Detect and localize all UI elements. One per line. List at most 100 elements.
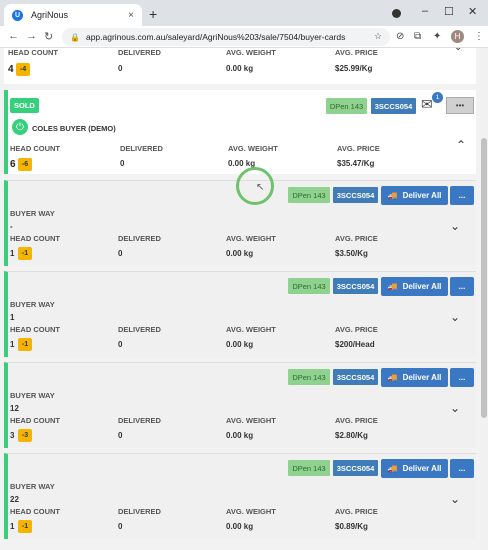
sale-code-tag: 3SCCS054 — [333, 278, 378, 294]
buyer-way-value: 22 — [10, 495, 19, 504]
lock-icon: 🔒 — [70, 32, 80, 42]
buyer-way-card: DPen 143 3SCCS054 🚚 Deliver All ... BUYER… — [4, 271, 476, 357]
browser-tab-bar: U AgriNous × + – ☐ ✕ — [0, 0, 488, 26]
avg-weight-value: 0.00 kg — [228, 159, 256, 168]
more-options-button[interactable]: ... — [450, 277, 474, 296]
bookmark-star-icon[interactable]: ☆ — [374, 31, 383, 41]
buyer-way-card: DPen 143 3SCCS054 🚚 Deliver All ... BUYER… — [4, 180, 476, 266]
delivered-value: 0 — [118, 431, 123, 440]
deliver-all-label: Deliver All — [402, 464, 442, 473]
more-options-button[interactable]: ••• — [446, 97, 474, 114]
buyer-way-value: 12 — [10, 404, 19, 413]
mouse-cursor-icon: ↖ — [256, 182, 265, 193]
scrollbar-thumb[interactable] — [481, 138, 487, 418]
extension-blocked-icon[interactable]: ⊘ — [396, 31, 405, 42]
head-count-label: HEAD COUNT — [8, 48, 58, 57]
browser-toolbar: ← → ↻ 🔒 app.agrinous.com.au/saleyard/Agr… — [0, 26, 488, 48]
tab-close-icon[interactable]: × — [128, 9, 134, 21]
avg-weight-label: AVG. WEIGHT — [226, 416, 276, 425]
buyer-way-label: BUYER WAY — [10, 209, 55, 218]
deliver-all-button[interactable]: 🚚 Deliver All — [381, 277, 448, 296]
truck-icon: 🚚 — [387, 282, 398, 291]
more-options-button[interactable]: ... — [450, 459, 474, 478]
more-options-button[interactable]: ... — [450, 368, 474, 387]
more-options-button[interactable]: ... — [450, 186, 474, 205]
avg-price-label: AVG. PRICE — [337, 144, 380, 153]
extensions-puzzle-icon[interactable]: ✦ — [433, 31, 442, 42]
deliver-all-button[interactable]: 🚚 Deliver All — [381, 459, 448, 478]
delivered-value: 0 — [118, 522, 123, 531]
avg-price-value: $0.89/Kg — [335, 522, 368, 531]
buyer-way-label: BUYER WAY — [10, 300, 55, 309]
head-count-badge: -4 — [16, 63, 30, 76]
chevron-down-icon[interactable]: ⌄ — [450, 310, 461, 324]
deliver-all-button[interactable]: 🚚 Deliver All — [381, 186, 448, 205]
head-count-value: 1 — [10, 249, 15, 258]
delivered-label: DELIVERED — [118, 234, 161, 243]
sale-code-tag: 3SCCS054 — [371, 98, 416, 114]
buyer-card: SOLD DPen 143 3SCCS054 ✉ 1 ••• ⏻ COLES B… — [4, 90, 476, 174]
delivered-label: DELIVERED — [120, 144, 163, 153]
buyer-way-label: BUYER WAY — [10, 482, 55, 491]
head-count-label: HEAD COUNT — [10, 416, 60, 425]
head-count-badge: -1 — [18, 338, 32, 351]
new-tab-icon[interactable]: + — [149, 6, 158, 22]
avg-price-label: AVG. PRICE — [335, 325, 378, 334]
pen-tag: DPen 143 — [326, 98, 367, 114]
avg-weight-label: AVG. WEIGHT — [226, 234, 276, 243]
browser-menu-icon[interactable]: ⋮ — [474, 31, 484, 42]
chevron-down-icon[interactable]: ⌄ — [450, 219, 461, 233]
deliver-all-button[interactable]: 🚚 Deliver All — [381, 368, 448, 387]
avg-price-value: $35.47/Kg — [337, 159, 375, 168]
minimize-icon[interactable]: – — [422, 5, 429, 17]
close-window-icon[interactable]: ✕ — [468, 6, 478, 18]
buyer-name: COLES BUYER (DEMO) — [32, 124, 116, 133]
chevron-up-icon[interactable]: ⌃ — [456, 138, 467, 152]
forward-icon[interactable]: → — [26, 30, 37, 42]
delivered-value: 0 — [118, 340, 123, 349]
url-text: app.agrinous.com.au/saleyard/AgriNous%20… — [85, 32, 346, 42]
head-count-badge: -3 — [18, 429, 32, 442]
buyer-way-card: DPen 143 3SCCS054 🚚 Deliver All ... BUYER… — [4, 362, 476, 448]
buyer-way-label: BUYER WAY — [10, 391, 55, 400]
back-icon[interactable]: ← — [8, 30, 19, 42]
page-scrollbar[interactable] — [480, 48, 488, 550]
pen-tag: DPen 143 — [288, 369, 330, 385]
truck-icon: 🚚 — [387, 191, 398, 200]
profile-menu-icon[interactable] — [392, 9, 401, 18]
avg-price-label: AVG. PRICE — [335, 507, 378, 516]
delivered-value: 0 — [118, 64, 123, 73]
avg-weight-value: 0.00 kg — [226, 249, 254, 258]
tab-title: AgriNous — [31, 10, 69, 20]
delivered-value: 0 — [120, 159, 125, 168]
head-count-badge: -1 — [18, 520, 32, 533]
maximize-icon[interactable]: ☐ — [444, 6, 454, 18]
sale-code-tag: 3SCCS054 — [333, 460, 378, 476]
sale-code-tag: 3SCCS054 — [333, 369, 378, 385]
chevron-down-icon[interactable]: ⌄ — [450, 401, 461, 415]
avg-weight-label: AVG. WEIGHT — [226, 48, 276, 57]
pen-tag: DPen 143 — [288, 278, 330, 294]
profile-avatar[interactable]: H — [451, 30, 464, 43]
delivered-label: DELIVERED — [118, 325, 161, 334]
cursor-highlight — [236, 167, 274, 205]
avg-weight-value: 0.00 kg — [226, 64, 254, 73]
avg-weight-label: AVG. WEIGHT — [228, 144, 278, 153]
avg-weight-value: 0.00 kg — [226, 522, 254, 531]
address-bar[interactable]: 🔒 app.agrinous.com.au/saleyard/AgriNous%… — [62, 28, 390, 46]
buyer-way-card: DPen 143 3SCCS054 🚚 Deliver All ... BUYER… — [4, 453, 476, 539]
head-count-label: HEAD COUNT — [10, 144, 60, 153]
head-count-value: 1 — [10, 522, 15, 531]
chevron-down-icon[interactable]: ⌄ — [454, 48, 462, 53]
mail-icon[interactable]: ✉ — [421, 96, 433, 112]
browser-tab[interactable]: U AgriNous × — [4, 4, 142, 26]
head-count-value: 3 — [10, 431, 15, 440]
delivered-label: DELIVERED — [118, 507, 161, 516]
avg-weight-label: AVG. WEIGHT — [226, 325, 276, 334]
avg-price-label: AVG. PRICE — [335, 234, 378, 243]
deliver-all-label: Deliver All — [402, 373, 442, 382]
open-external-icon[interactable]: ⧉ — [414, 31, 422, 42]
chevron-down-icon[interactable]: ⌄ — [450, 492, 461, 506]
avg-weight-value: 0.00 kg — [226, 431, 254, 440]
reload-icon[interactable]: ↻ — [44, 31, 54, 43]
